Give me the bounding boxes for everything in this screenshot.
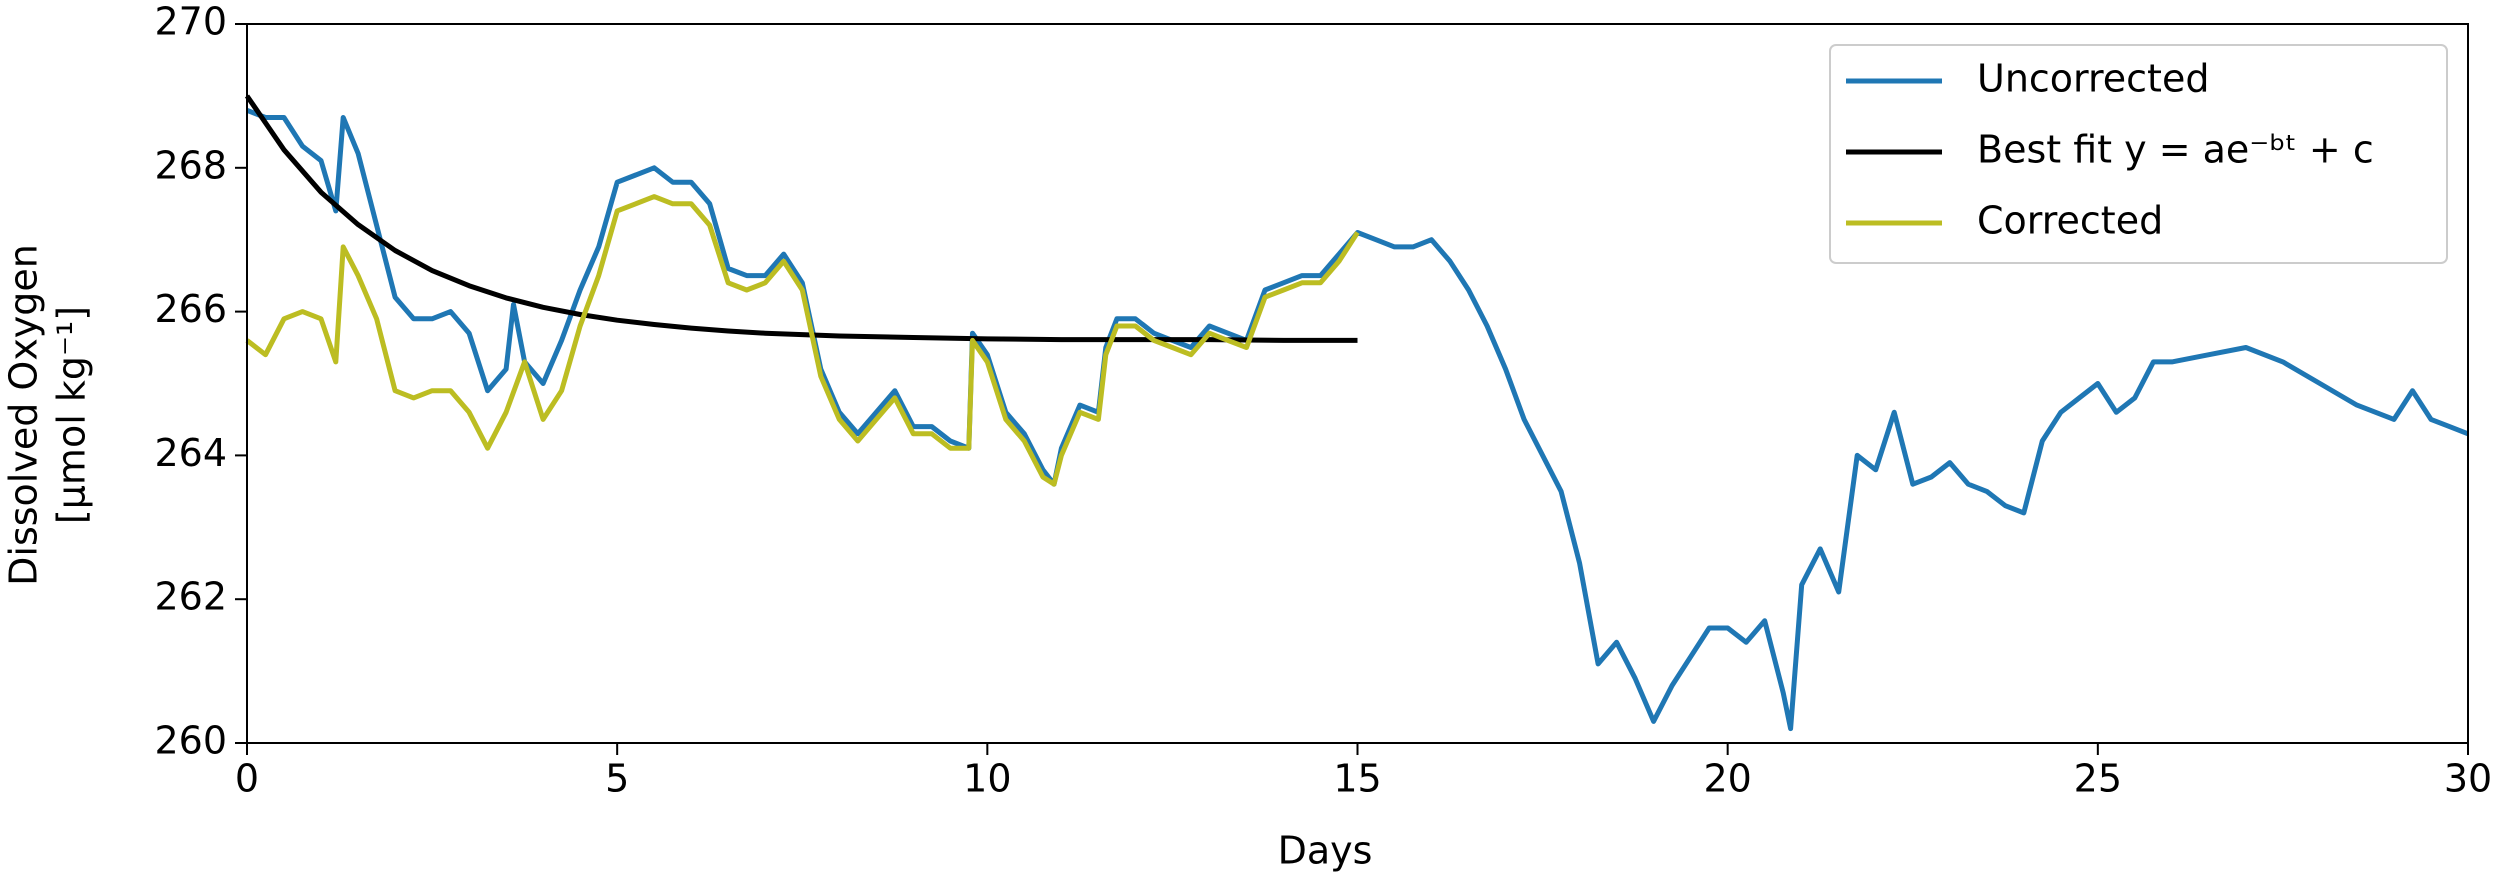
- legend-label: Best fit y = ae⁻ᵇᵗ + c: [1977, 128, 2374, 172]
- legend-box: [1829, 44, 2448, 264]
- x-tick-label: 20: [1703, 757, 1751, 801]
- data-line: [245, 194, 1360, 487]
- plot-frame: [246, 23, 2469, 744]
- y-tick-label: 260: [154, 719, 227, 763]
- y-axis-label: Dissolved Oxygen: [2, 244, 46, 586]
- x-tick-label: 30: [2444, 757, 2492, 801]
- data-line: [244, 94, 1358, 343]
- data-line: [246, 107, 2469, 732]
- y-tick-label: 262: [154, 575, 227, 619]
- x-tick-label: 0: [235, 757, 259, 801]
- x-tick-label: 10: [963, 757, 1011, 801]
- x-tick-label: 15: [1333, 757, 1381, 801]
- y-axis-label: [μmol kg⁻¹]: [50, 306, 94, 524]
- y-tick-label: 268: [154, 143, 227, 187]
- legend-label: Uncorrected: [1977, 57, 2209, 101]
- y-tick-label: 264: [154, 431, 227, 475]
- legend-label: Corrected: [1977, 199, 2163, 243]
- x-tick-label: 25: [2074, 757, 2122, 801]
- x-axis-label: Days: [1278, 829, 1373, 873]
- y-tick-label: 266: [154, 287, 227, 331]
- x-tick-label: 5: [605, 757, 629, 801]
- y-tick-label: 270: [154, 0, 227, 44]
